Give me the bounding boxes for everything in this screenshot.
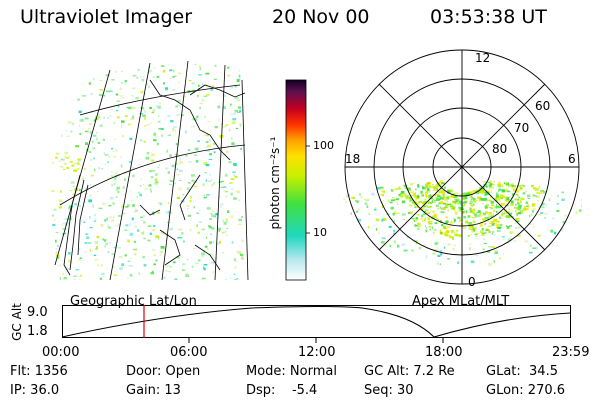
timeline-x-ticks [188,338,444,343]
gain-value: Gain: 13 [126,383,181,398]
geographic-latitude: GLat: 34.5 [486,364,558,379]
instrument-title: Ultraviolet Imager [20,6,193,28]
mlt-label-6: 6 [568,152,576,166]
timeline-y-axis-label: GC Alt [10,303,24,341]
colorbar-tick-10: 10 [313,226,327,239]
mode-value: Mode: Normal [246,364,337,379]
flight-number: Flt: 1356 [10,364,68,379]
altitude-timeline [62,305,571,343]
map-coastlines [63,79,246,276]
timeline-x-tick-0000: 00:00 [42,345,80,360]
map-grid [54,60,249,281]
aurora-speckle-map [51,63,245,280]
polar-plot: 12 18 6 0 60 70 80 [343,49,582,288]
gc-altitude-value: GC Alt: 7.2 Re [364,364,455,379]
observation-date: 20 Nov 00 [272,6,370,28]
timeline-x-tick-0600: 06:00 [170,345,208,360]
door-status: Door: Open [126,364,201,379]
colorbar [285,79,310,281]
altitude-curve [62,306,571,338]
lat-label-70: 70 [514,121,529,135]
timeline-y-tick-low: 1.8 [27,324,48,339]
ip-value: IP: 36.0 [10,383,60,398]
colorbar-tick-100: 100 [313,139,334,152]
timeline-x-tick-1800: 18:00 [425,345,463,360]
sequence-value: Seq: 30 [364,383,414,398]
mlt-label-0: 0 [468,275,476,288]
polar-grid [344,49,580,285]
timeline-x-tick-2359: 23:59 [552,345,590,360]
mlt-label-18: 18 [345,152,360,166]
dsp-value: Dsp: -5.4 [246,383,318,398]
timeline-y-tick-high: 9.0 [27,305,48,320]
mlt-label-12: 12 [475,51,490,65]
lat-label-80: 80 [492,142,507,156]
geographic-longitude: GLon: 270.6 [486,383,566,398]
colorbar-gradient [285,79,307,281]
observation-time: 03:53:38 UT [430,6,547,28]
lat-label-60: 60 [535,99,550,113]
colorbar-unit-label: photon cm⁻²s⁻¹ [268,136,282,230]
geographic-map [51,60,249,281]
timeline-x-tick-1200: 12:00 [298,345,336,360]
